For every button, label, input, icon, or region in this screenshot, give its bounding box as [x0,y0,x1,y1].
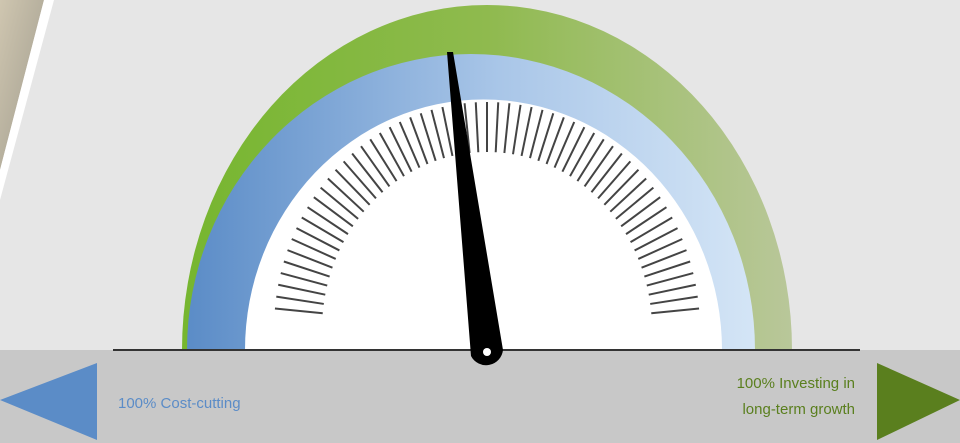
dial-tick [278,283,326,296]
needle [447,52,503,366]
dial-tick [651,307,700,315]
dial-tick [553,121,576,169]
dial-tick [494,102,500,153]
dial-tick [276,295,324,305]
dial-tick [474,102,480,153]
dial-tick [637,238,683,260]
left-arrow [0,363,97,440]
dial-tick [409,117,429,165]
dial-tick [291,238,337,260]
dial-tick [287,249,333,269]
dial-tick [569,132,596,177]
dial-tick [561,126,586,173]
dial-tick [641,249,687,269]
left-label: 100% Cost-cutting [118,395,241,412]
dial-tick [274,307,323,315]
dial-tick [512,104,522,155]
dial-tick [644,260,691,278]
dial-tick [576,138,605,182]
dial-tick [319,186,359,220]
dial-tick [313,196,354,228]
dial-tick [441,106,454,157]
dial-tick [306,206,349,235]
dial-tick [378,132,405,177]
dial-tick [609,177,647,213]
dial-tick [360,145,391,188]
right-arrow [877,363,960,440]
corner-stripe [0,0,54,200]
dial-tick [301,216,345,244]
dial-tick [327,177,365,213]
right-label: 100% Investing in [737,375,855,392]
dial-tick [369,138,398,182]
dial-tick [583,145,614,188]
dial-tick [520,106,533,157]
dial-tick [590,152,623,193]
dial-tick [398,121,421,169]
right-label: long-term growth [742,401,855,418]
dial-tick [280,272,328,287]
dial-tick [342,160,377,200]
needle-pivot [483,348,491,356]
dial-tick [615,186,655,220]
dial-tick [529,109,544,159]
dial-tick [646,272,694,287]
dial-tick [650,295,698,305]
dial-tick [537,113,555,162]
dial-tick [430,109,445,159]
dial-tick [334,168,371,206]
dial-tick [620,196,661,228]
dial-tick [351,152,384,193]
bottom-band [0,350,960,443]
dial-tick [629,216,673,244]
dial-tick [296,227,340,252]
dial-tick [625,206,668,235]
dial-tick [603,168,640,206]
dial-tick [463,103,471,154]
dial-tick [419,113,437,162]
dial-tick [503,103,511,154]
dial-tick [597,160,632,200]
dial-tick [545,117,565,165]
dial-tick [648,283,696,296]
dial-tick [388,126,413,173]
dial-tick [283,260,330,278]
dial-tick [634,227,678,252]
